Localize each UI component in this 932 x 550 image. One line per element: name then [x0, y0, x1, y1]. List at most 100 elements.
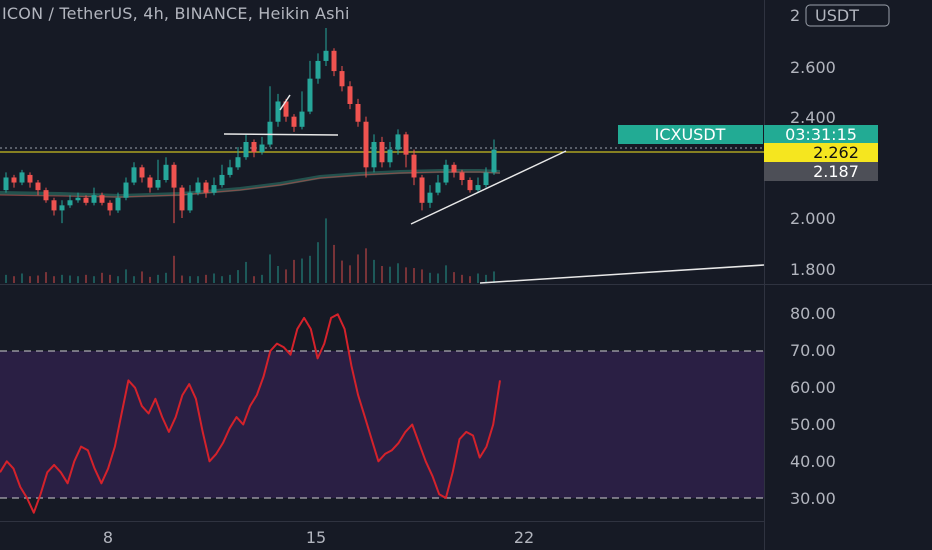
- candle-bearish: [467, 180, 473, 191]
- volume-bar: [261, 274, 263, 283]
- candle-bullish: [3, 177, 9, 191]
- volume-bar: [389, 266, 391, 283]
- candle-bullish: [115, 197, 121, 211]
- rsi-tick: 30.00: [790, 489, 836, 508]
- time-tick: 15: [306, 528, 326, 547]
- volume-bar: [245, 261, 247, 283]
- volume-bar: [157, 274, 159, 283]
- volume-bar: [293, 259, 295, 283]
- volume-bar: [349, 265, 351, 283]
- volume-bar: [493, 271, 495, 283]
- volume-bar: [141, 271, 143, 283]
- volume-bar: [445, 265, 447, 283]
- candle-bullish: [91, 195, 97, 203]
- candle-bullish: [187, 192, 193, 211]
- volume-bar: [397, 263, 399, 283]
- volume-bar: [317, 242, 319, 283]
- volume-bar: [301, 258, 303, 283]
- candle-bearish: [251, 142, 257, 153]
- volume-bar: [133, 276, 135, 283]
- candle-bullish: [243, 142, 249, 158]
- volume-bar: [469, 276, 471, 283]
- candle-bullish: [315, 60, 321, 79]
- volume-bar: [117, 276, 119, 283]
- price-tick: 2.400: [790, 108, 836, 127]
- volume-bar: [221, 276, 223, 283]
- volume-bar: [285, 269, 287, 283]
- candle-bearish: [99, 195, 105, 203]
- volume-bar: [421, 269, 423, 283]
- candle-bullish: [219, 174, 225, 186]
- volume-bar: [269, 254, 271, 283]
- price-tick: 2.000: [790, 209, 836, 228]
- candle-bearish: [459, 172, 465, 180]
- candle-bullish: [19, 172, 25, 183]
- candle-bullish: [163, 164, 169, 180]
- candle-bullish: [299, 111, 305, 127]
- volume-bar: [45, 272, 47, 283]
- rsi-tick: 40.00: [790, 452, 836, 471]
- chart-title: ICON / TetherUS, 4h, BINANCE, Heikin Ash…: [2, 4, 350, 23]
- rsi-band: [0, 351, 764, 498]
- symbol-tag-label: ICXUSDT: [655, 125, 726, 144]
- volume-bar: [77, 276, 79, 283]
- candle-bearish: [171, 164, 177, 188]
- volume-bar: [341, 260, 343, 283]
- volume-bar: [373, 259, 375, 283]
- volume-bar: [461, 274, 463, 283]
- candle-bullish: [155, 180, 161, 188]
- candle-bearish: [291, 116, 297, 127]
- candle-bearish: [283, 101, 289, 117]
- volume-bar: [413, 268, 415, 283]
- volume-bar: [101, 272, 103, 283]
- volume-bar: [405, 267, 407, 283]
- price-tick-top: 2: [790, 6, 800, 25]
- volume-bar: [205, 274, 207, 283]
- volume-bar: [173, 255, 175, 283]
- volume-bar: [477, 273, 479, 283]
- candle-bullish: [227, 167, 233, 175]
- rsi-tick: 70.00: [790, 341, 836, 360]
- candle-bullish: [275, 101, 281, 122]
- candle-bullish: [259, 144, 265, 153]
- price-tick: 1.800: [790, 260, 836, 279]
- rsi-line: [0, 313, 501, 514]
- volume-bars: [5, 218, 495, 283]
- volume-bar: [357, 254, 359, 283]
- candle-bullish: [235, 157, 241, 168]
- candle-bullish: [195, 182, 201, 193]
- candle-bullish: [307, 78, 313, 112]
- last-price-tag: [764, 143, 878, 162]
- volume-bar: [229, 274, 231, 283]
- currency-badge-label: USDT: [815, 6, 859, 25]
- volume-bar: [309, 255, 311, 283]
- candle-bearish: [11, 177, 17, 183]
- candle-bullish: [395, 134, 401, 150]
- candle-bearish: [27, 174, 33, 183]
- volume-bar: [5, 274, 7, 283]
- volume-bar: [29, 276, 31, 283]
- volume-bar: [37, 275, 39, 283]
- currency-badge[interactable]: [805, 4, 890, 27]
- candle-bearish: [51, 200, 57, 211]
- candle-bearish: [203, 182, 209, 193]
- volume-trendline[interactable]: [479, 264, 765, 284]
- candle-bullish: [267, 121, 273, 145]
- resistance-drawing-line[interactable]: [223, 133, 339, 136]
- candle-bullish: [427, 192, 433, 203]
- volume-bar: [213, 273, 215, 283]
- ma-price-tag: [764, 162, 878, 181]
- symbol-tag: [618, 125, 763, 144]
- time-tick: 8: [103, 528, 113, 547]
- last-price-label: 2.262: [813, 143, 859, 162]
- trend-drawing-short[interactable]: [279, 94, 291, 111]
- candle-bullish: [323, 50, 329, 61]
- support-trendline[interactable]: [410, 150, 567, 225]
- volume-bar: [485, 274, 487, 283]
- volume-bar: [21, 273, 23, 283]
- rsi-tick: 60.00: [790, 378, 836, 397]
- candle-bullish: [211, 185, 217, 193]
- candle-bullish: [491, 149, 497, 173]
- candle-bearish: [419, 177, 425, 203]
